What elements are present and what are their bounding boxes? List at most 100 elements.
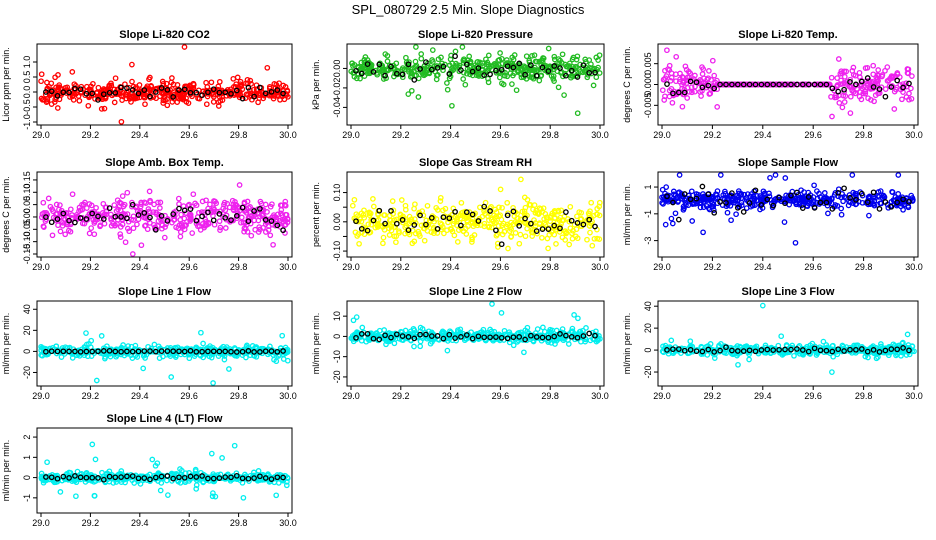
data-point-reference — [382, 220, 388, 227]
data-point — [679, 196, 686, 202]
data-point-reference — [129, 201, 136, 208]
data-point — [150, 209, 157, 215]
data-point — [544, 216, 550, 222]
data-point — [577, 68, 584, 75]
y-tick-label: 0.5 — [22, 71, 32, 84]
data-point-reference — [100, 216, 107, 222]
data-point — [111, 86, 118, 93]
data-point — [904, 331, 911, 338]
data-point-reference — [734, 81, 741, 88]
data-point-reference — [181, 86, 188, 93]
data-point — [63, 209, 70, 216]
data-point — [126, 94, 132, 100]
data-point — [270, 241, 276, 248]
data-point-reference — [135, 90, 142, 97]
data-point — [862, 88, 869, 95]
data-point-reference — [711, 85, 718, 92]
data-point — [688, 84, 695, 91]
data-point — [870, 201, 877, 207]
data-point — [412, 58, 419, 65]
y-tick-label: 1.0 — [22, 56, 32, 69]
x-tick-label: 29.8 — [855, 130, 873, 140]
data-point-reference — [423, 331, 429, 338]
data-point — [374, 221, 381, 228]
data-point-reference — [164, 218, 171, 224]
y-tick-label: 0.00 — [332, 60, 342, 78]
data-point — [367, 210, 374, 217]
data-point — [814, 188, 820, 194]
data-point-reference — [533, 228, 540, 234]
data-point — [169, 75, 175, 81]
data-point — [882, 86, 889, 92]
data-point-reference — [894, 199, 901, 206]
data-point-reference — [811, 81, 818, 88]
data-point-reference — [106, 89, 113, 96]
data-point — [862, 65, 869, 71]
data-point — [843, 68, 850, 75]
data-point — [551, 215, 558, 222]
data-point — [510, 72, 516, 79]
data-point — [498, 216, 505, 223]
data-point-reference — [376, 61, 383, 68]
data-point-reference — [43, 348, 49, 355]
data-point-reference — [147, 476, 153, 483]
data-point — [841, 73, 848, 80]
data-point — [111, 99, 118, 106]
data-point-reference — [405, 227, 412, 233]
data-point — [57, 228, 64, 235]
data-point-reference — [100, 91, 107, 98]
data-point — [358, 210, 365, 217]
data-point — [384, 52, 391, 59]
data-point-reference — [239, 348, 246, 355]
data-point — [98, 333, 105, 339]
data-point — [230, 90, 237, 97]
data-point — [832, 190, 839, 196]
x-tick-label: 29.2 — [704, 391, 722, 401]
data-point-reference — [417, 66, 423, 72]
data-point — [884, 78, 891, 84]
x-tick-label: 29.8 — [230, 130, 248, 140]
data-point — [54, 210, 60, 217]
y-axis-label: degrees C per min. — [622, 46, 632, 123]
data-point — [248, 81, 254, 87]
data-point — [700, 204, 707, 211]
data-point — [660, 76, 667, 83]
data-point — [412, 230, 419, 237]
data-point — [573, 226, 580, 233]
data-point — [122, 479, 128, 486]
data-point-reference — [551, 63, 558, 69]
data-point — [186, 355, 193, 362]
data-point — [727, 202, 734, 209]
data-point — [735, 361, 741, 368]
data-point — [839, 104, 846, 111]
data-point-reference — [43, 89, 49, 95]
data-point-reference — [77, 86, 84, 93]
data-point — [210, 380, 216, 386]
data-point-reference — [675, 346, 682, 352]
data-point — [709, 57, 716, 64]
data-point — [248, 232, 255, 239]
data-point — [749, 81, 755, 88]
data-point — [596, 212, 603, 219]
data-point — [359, 324, 366, 331]
data-point-reference — [393, 70, 400, 77]
data-point-reference — [118, 348, 124, 355]
data-point — [792, 239, 799, 246]
data-point — [350, 317, 357, 324]
data-point-reference — [245, 475, 252, 482]
data-point — [69, 191, 76, 198]
y-axis-label: Licor ppm per min. — [1, 47, 11, 122]
data-point — [536, 221, 543, 228]
data-point-reference — [257, 473, 263, 480]
data-point — [219, 455, 225, 461]
data-point — [526, 59, 533, 66]
data-point — [231, 442, 238, 449]
data-point-reference — [752, 187, 759, 194]
data-point-reference — [358, 331, 365, 337]
data-point — [181, 44, 188, 50]
data-point — [240, 494, 247, 501]
data-point — [559, 51, 566, 58]
data-point-reference — [245, 348, 252, 354]
data-point-reference — [469, 335, 476, 342]
y-tick-label: -0.5 — [22, 99, 32, 115]
